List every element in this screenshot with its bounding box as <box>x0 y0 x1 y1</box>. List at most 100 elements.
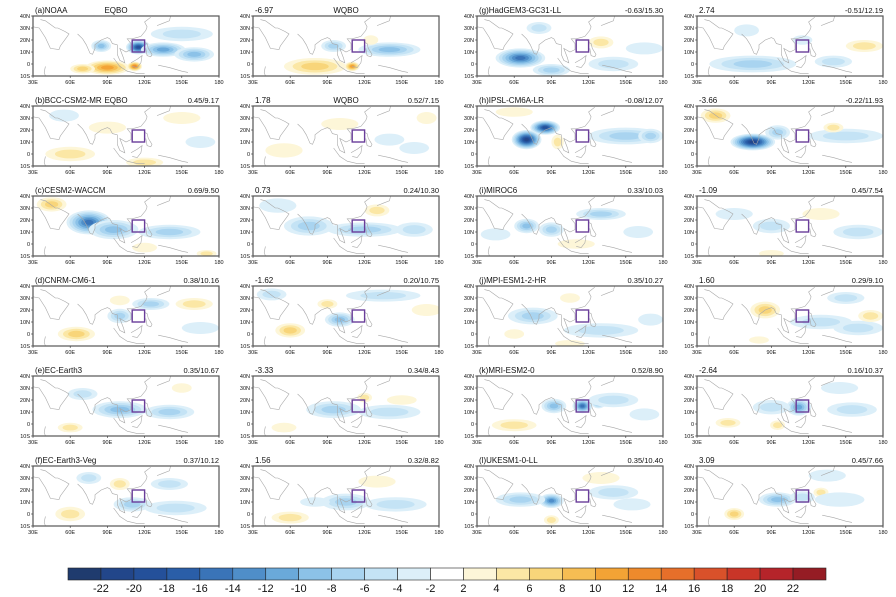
coastline <box>158 334 189 343</box>
coastline <box>602 424 633 433</box>
x-tick-label: 90E <box>547 170 557 176</box>
coastline <box>521 376 595 424</box>
region-box <box>351 219 366 233</box>
x-tick-label: 60E <box>729 170 739 176</box>
y-tick-label: 0 <box>691 62 694 68</box>
y-tick-label: 20N <box>240 488 250 494</box>
y-tick-label: 10S <box>684 254 694 260</box>
panel-label: (c)CESM2-WACCM <box>35 186 106 195</box>
y-tick-label: 30N <box>240 386 250 392</box>
x-tick-label: 90E <box>323 530 333 536</box>
x-tick-label: 90E <box>547 530 557 536</box>
colorbar-segment <box>660 567 695 581</box>
anomaly-contour <box>133 159 157 166</box>
anomaly-contour <box>155 228 184 236</box>
coastline <box>350 414 363 428</box>
coastline <box>156 376 171 386</box>
coastline <box>253 109 290 140</box>
x-tick-label: 150E <box>395 530 408 536</box>
coastline <box>253 19 290 50</box>
anomaly-contour <box>300 497 330 507</box>
coastline <box>697 109 734 140</box>
anomaly-contour <box>81 474 97 482</box>
pattern-stat: 0.45/7.66 <box>852 456 883 465</box>
colorbar-tick-label: 18 <box>721 583 733 595</box>
pattern-stat: -0.51/12.19 <box>845 6 883 15</box>
anomaly-contour <box>522 223 531 229</box>
y-tick-label: 10N <box>240 410 250 416</box>
map-frame <box>32 465 220 527</box>
coastline <box>158 244 189 253</box>
coastline <box>364 402 373 418</box>
y-tick-label: 0 <box>27 422 30 428</box>
pattern-stat: 0.69/9.50 <box>188 186 219 195</box>
y-tick-label: 20N <box>464 398 474 404</box>
x-tick-label: 180 <box>878 350 887 356</box>
coastline <box>297 106 371 154</box>
coastline <box>477 109 514 140</box>
colorbar-tick-label: 10 <box>589 583 601 595</box>
x-tick-label: 150E <box>175 530 188 536</box>
colorbar-segment <box>463 567 497 581</box>
coastline <box>557 417 589 434</box>
x-tick-label: 180 <box>214 350 223 356</box>
anomaly-contour <box>759 250 784 256</box>
x-tick-label: 120E <box>802 530 815 536</box>
anomaly-contour <box>836 405 868 415</box>
coastline <box>602 64 633 73</box>
coastline <box>144 492 153 508</box>
coastline <box>521 196 595 244</box>
coastline <box>33 379 70 410</box>
pattern-stat: 0.38/10.16 <box>184 276 219 285</box>
box-mean-value: -3.33 <box>255 366 274 375</box>
y-tick-label: 30N <box>464 26 474 32</box>
map-frame <box>476 105 664 167</box>
coastline <box>297 196 371 244</box>
box-mean-value: 1.56 <box>255 456 271 465</box>
x-tick-label: 30E <box>248 260 258 266</box>
anomaly-contour <box>553 137 562 147</box>
anomaly-contour <box>369 206 385 215</box>
coastline <box>364 492 373 508</box>
coastline <box>376 106 391 116</box>
coastline <box>602 244 633 253</box>
coastline <box>794 54 807 68</box>
x-tick-label: 180 <box>878 530 887 536</box>
y-tick-label: 20N <box>20 398 30 404</box>
x-tick-label: 30E <box>248 170 258 176</box>
anomaly-contour <box>360 291 407 300</box>
coastline <box>350 144 363 158</box>
region-box <box>795 129 810 143</box>
coastline <box>113 327 145 344</box>
map-frame <box>476 15 664 77</box>
anomaly-contour <box>259 198 297 213</box>
map-frame <box>252 105 440 167</box>
pattern-stat: 0.35/10.67 <box>184 366 219 375</box>
coastline <box>364 42 373 58</box>
anomaly-contour <box>555 340 585 346</box>
region-box <box>131 39 146 53</box>
y-tick-label: 0 <box>247 152 250 158</box>
coastline <box>808 42 817 58</box>
x-tick-label: 30E <box>472 350 482 356</box>
y-tick-label: 40N <box>20 374 30 380</box>
coastline <box>707 426 710 436</box>
x-tick-label: 60E <box>509 350 519 356</box>
y-tick-label: 30N <box>684 476 694 482</box>
anomaly-contour <box>182 300 206 308</box>
y-tick-label: 10N <box>20 410 30 416</box>
coastline <box>557 327 589 344</box>
coastline <box>378 514 409 523</box>
coastline <box>77 106 151 154</box>
y-tick-label: 10N <box>684 230 694 236</box>
anomaly-contour <box>68 330 85 338</box>
box-mean-value: -1.62 <box>255 276 274 285</box>
colorbar-segment <box>67 567 102 581</box>
coastline <box>574 144 587 158</box>
pattern-stat: -0.22/11.93 <box>846 96 883 105</box>
colorbar-segment <box>397 567 431 581</box>
map-frame <box>252 465 440 527</box>
